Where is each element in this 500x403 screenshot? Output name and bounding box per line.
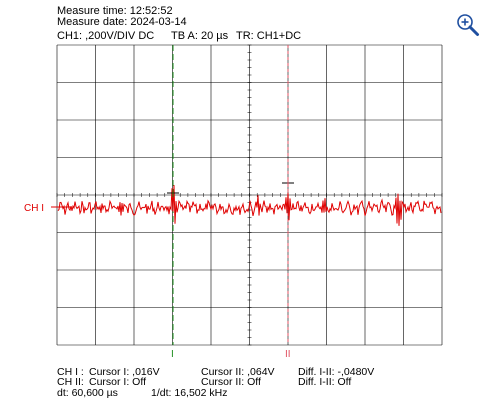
ch2-cursor2-value: Cursor II: Off xyxy=(201,376,261,388)
ch2-diff-value: Diff. I-II: Off xyxy=(298,376,352,388)
zoom-in-icon[interactable] xyxy=(456,13,480,37)
timebase-setting: TB A: 20 µs xyxy=(171,30,229,42)
cursor-2-label: II xyxy=(285,349,291,360)
graticule xyxy=(56,44,443,346)
ch2-label: CH II: xyxy=(57,376,84,388)
ch1-diff-value: Diff. I-II: -,0480V xyxy=(298,366,375,378)
cursor-markers xyxy=(167,179,294,197)
channel-setting: CH1: ,200V/DIV DC xyxy=(57,30,155,42)
ch1-cursor2-value: Cursor II: ,064V xyxy=(201,366,275,378)
cursor-1-label: I xyxy=(171,349,174,360)
measure-time: Measure time: 12:52:52 xyxy=(57,5,173,17)
frequency: 1/dt: 16,502 kHz xyxy=(151,387,228,399)
trigger-setting: TR: CH1+DC xyxy=(236,30,302,42)
ch2-cursor1-value: Cursor I: Off xyxy=(89,376,146,388)
ch1-cursor1-value: Cursor I: ,016V xyxy=(89,366,160,378)
measure-date: Measure date: 2024-03-14 xyxy=(57,16,187,28)
delta-time: dt: 60,600 µs xyxy=(57,387,118,399)
signal-trace xyxy=(57,184,442,226)
channel-label: CH I xyxy=(24,203,44,214)
ch1-label: CH I : xyxy=(57,366,84,378)
